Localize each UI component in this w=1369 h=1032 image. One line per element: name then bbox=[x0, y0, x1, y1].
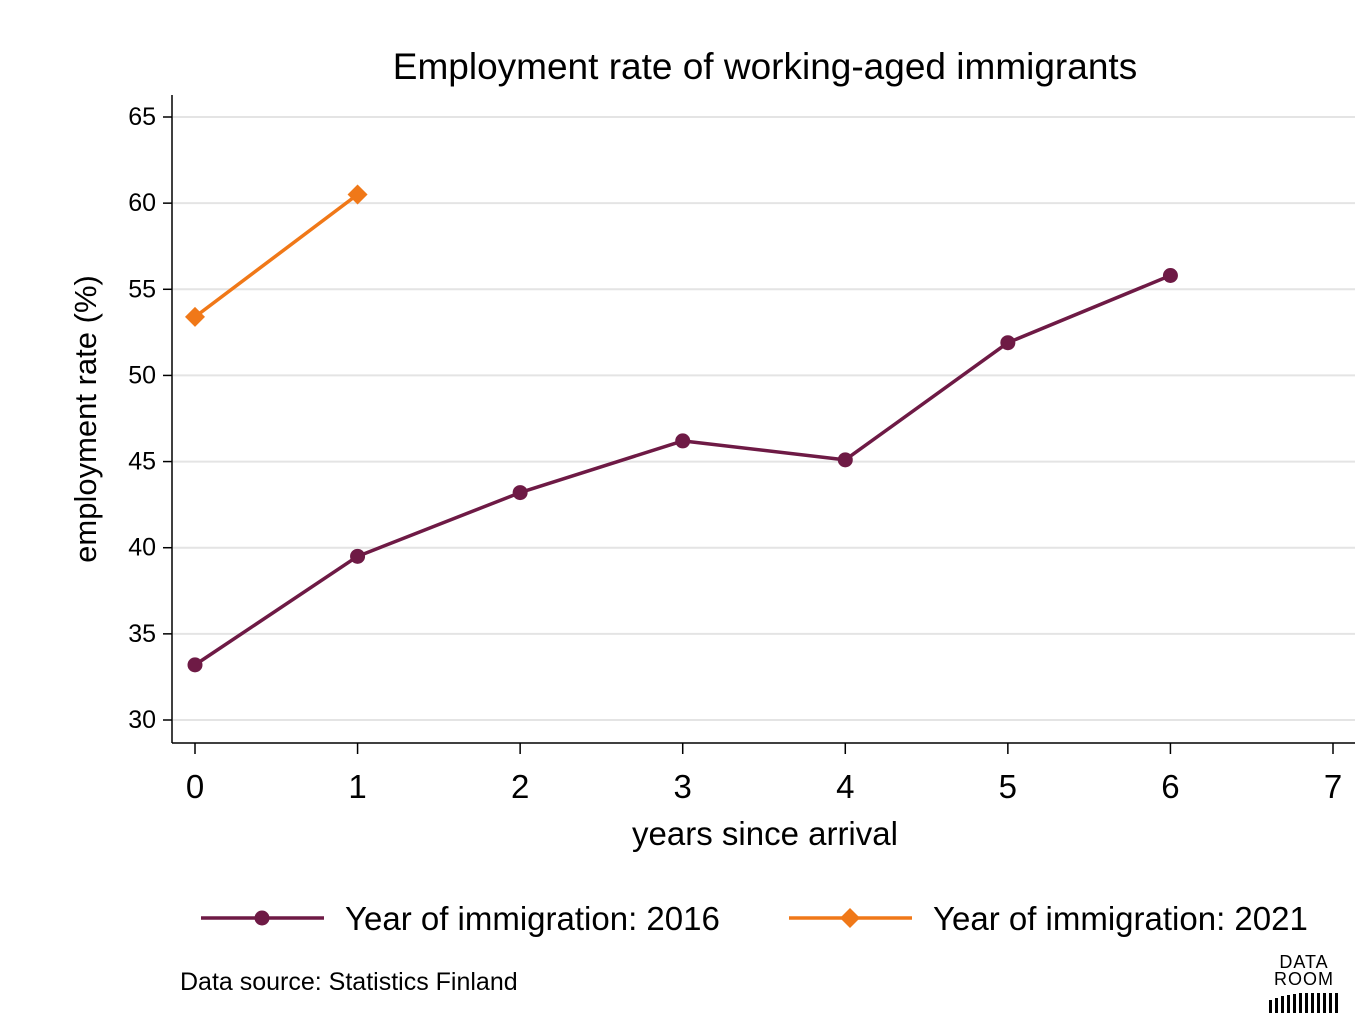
y-tick-label-50: 50 bbox=[128, 361, 156, 389]
x-tick-label-7: 7 bbox=[1324, 768, 1342, 805]
y-tick-label-30: 30 bbox=[128, 706, 156, 734]
logo-bars-icon bbox=[1269, 993, 1338, 1013]
legend-marker-0 bbox=[254, 910, 270, 926]
x-tick-label-2: 2 bbox=[511, 768, 529, 805]
data-point-s0-5 bbox=[1000, 335, 1016, 351]
logo-line-1: DATA bbox=[1279, 952, 1329, 972]
data-point-s0-0 bbox=[187, 657, 203, 673]
data-point-s0-2 bbox=[512, 485, 528, 501]
legend-label-1: Year of immigration: 2021 bbox=[933, 900, 1308, 937]
data-source-note: Data source: Statistics Finland bbox=[180, 968, 518, 996]
legend-marker-1 bbox=[840, 908, 860, 928]
y-tick-label-40: 40 bbox=[128, 534, 156, 562]
x-tick-label-0: 0 bbox=[186, 768, 204, 805]
x-axis-title: years since arrival bbox=[632, 815, 898, 852]
data-point-s1-1 bbox=[347, 184, 368, 205]
legend-label-0: Year of immigration: 2016 bbox=[345, 900, 720, 937]
data-point-s0-4 bbox=[837, 452, 853, 468]
chart-title: Employment rate of working-aged immigran… bbox=[392, 46, 1138, 87]
y-tick-label-65: 65 bbox=[128, 103, 156, 131]
data-point-s0-3 bbox=[675, 433, 691, 449]
series-line-1 bbox=[193, 192, 360, 319]
y-tick-label-60: 60 bbox=[128, 189, 156, 217]
y-tick-label-35: 35 bbox=[128, 620, 156, 648]
y-tick-label-55: 55 bbox=[128, 275, 156, 303]
series-line-0 bbox=[193, 273, 1173, 667]
dataroom-logo: DATA ROOM bbox=[1256, 952, 1352, 1028]
gridlines bbox=[173, 116, 1355, 721]
logo-line-2: ROOM bbox=[1274, 969, 1334, 989]
series-lines bbox=[185, 184, 1178, 673]
y-axis-title: employment rate (%) bbox=[68, 275, 103, 563]
x-tick-label-1: 1 bbox=[348, 768, 366, 805]
x-tick-label-6: 6 bbox=[1161, 768, 1179, 805]
x-tick-label-3: 3 bbox=[674, 768, 692, 805]
y-tick-label-45: 45 bbox=[128, 448, 156, 476]
x-tick-label-4: 4 bbox=[836, 768, 854, 805]
data-point-s0-6 bbox=[1162, 268, 1178, 284]
legend: Year of immigration: 2016 Year of immigra… bbox=[201, 900, 1308, 937]
data-point-s1-0 bbox=[185, 306, 205, 327]
data-point-s0-1 bbox=[350, 548, 366, 564]
x-tick-label-5: 5 bbox=[999, 768, 1017, 805]
